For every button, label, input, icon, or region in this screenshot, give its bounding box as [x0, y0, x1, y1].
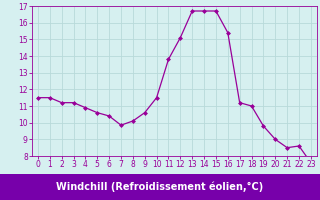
- Text: Windchill (Refroidissement éolien,°C): Windchill (Refroidissement éolien,°C): [56, 182, 264, 192]
